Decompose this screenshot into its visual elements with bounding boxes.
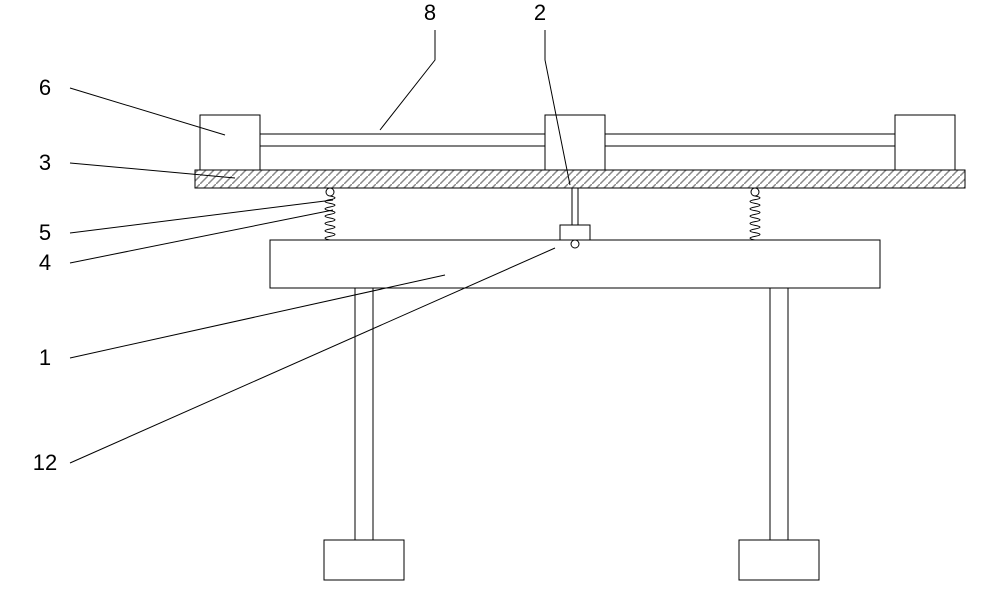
label-l8: 8 (424, 0, 436, 25)
left-block (200, 115, 260, 170)
leader-l1 (70, 275, 445, 358)
label-l5: 5 (39, 220, 51, 245)
leader-l6 (70, 88, 225, 135)
label-l3: 3 (39, 150, 51, 175)
leg-0 (355, 288, 373, 540)
mid-block (545, 115, 605, 170)
foot-0 (324, 540, 404, 580)
leader-l8 (380, 30, 435, 130)
label-l6: 6 (39, 75, 51, 100)
piston-rod (572, 188, 578, 225)
right-block (895, 115, 955, 170)
foot-1 (739, 540, 819, 580)
leg-1 (770, 288, 788, 540)
label-l1: 1 (39, 345, 51, 370)
label-l2: 2 (534, 0, 546, 25)
spring-1 (750, 188, 760, 240)
spring-0 (325, 188, 335, 240)
piston-cap (560, 225, 590, 240)
leader-l5 (70, 200, 333, 233)
hatched-plate (195, 170, 965, 188)
label-l4: 4 (39, 250, 51, 275)
pivot (571, 240, 579, 248)
label-l12: 12 (33, 450, 57, 475)
